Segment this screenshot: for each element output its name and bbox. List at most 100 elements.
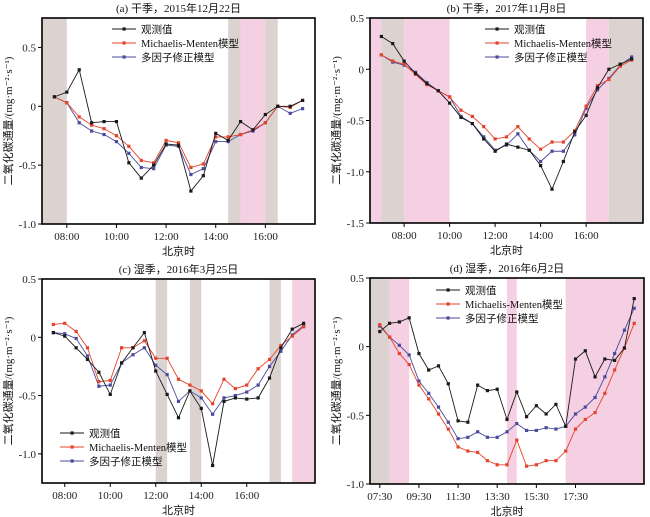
y-axis-label: 二氧化碳通量/(mg·m⁻²·s⁻¹) [1, 56, 15, 185]
data-point-mm_model [584, 104, 588, 108]
data-point-multi_model [154, 363, 158, 367]
data-point-multi_model [630, 55, 634, 59]
data-point-multi_model [573, 412, 578, 416]
data-point-mm_model [102, 127, 106, 131]
data-point-mm_model [476, 450, 480, 455]
data-point-observed [199, 406, 203, 410]
legend-marker-multi_model [70, 459, 74, 463]
shading-band-pink [404, 18, 450, 223]
data-point-mm_model [245, 383, 249, 387]
data-point-multi_model [593, 395, 597, 400]
data-point-observed [505, 417, 509, 422]
data-point-multi_model [77, 121, 81, 125]
data-point-multi_model [267, 364, 272, 369]
series-observed [52, 68, 305, 193]
y-tick-label: 0.5 [350, 273, 364, 285]
y-tick-label: 0.5 [350, 13, 364, 25]
data-point-mm_model [524, 464, 529, 468]
data-point-multi_model [233, 393, 237, 398]
panel-title: (b) 干季，2017年11月8日 [447, 1, 567, 15]
legend-marker-observed [495, 27, 499, 31]
data-point-observed [607, 67, 611, 71]
data-point-mm_model [51, 322, 55, 327]
data-point-mm_model [613, 368, 617, 372]
data-point-observed [74, 346, 78, 350]
data-point-observed [413, 71, 418, 75]
data-point-mm_model [139, 158, 143, 163]
data-point-multi_model [417, 379, 421, 383]
data-point-observed [102, 119, 106, 124]
data-point-observed [226, 138, 230, 143]
data-point-observed [427, 368, 431, 372]
data-point-mm_model [127, 144, 131, 148]
data-point-observed [51, 331, 55, 335]
data-point-mm_model [534, 463, 538, 467]
data-point-observed [211, 463, 215, 468]
shading-band-gray [155, 279, 168, 483]
x-tick-label: 11:30 [446, 491, 471, 503]
legend-label-observed: 观测值 [514, 23, 546, 36]
legend-marker-observed [122, 27, 126, 31]
data-point-mm_model [164, 138, 168, 143]
data-point-observed [495, 387, 499, 391]
panel-d: (d) 湿季，2016年6月2日 -1.0 -0.5 0 0.5 07:30 09:30 11… [329, 261, 645, 517]
data-point-observed [214, 131, 218, 135]
data-point-observed [613, 358, 617, 362]
data-point-observed [165, 392, 169, 397]
data-point-multi_model [583, 405, 587, 409]
data-point-mm_model [211, 402, 215, 406]
data-point-observed [300, 98, 305, 102]
data-point-observed [77, 68, 81, 72]
x-tick-label: 14:00 [189, 490, 215, 502]
data-point-mm_model [165, 356, 169, 360]
shading-band-gray [228, 18, 241, 224]
data-point-observed [622, 346, 627, 350]
data-point-multi_model [539, 159, 543, 164]
data-point-mm_model [188, 383, 192, 387]
data-point-multi_model [595, 88, 600, 92]
shading-band-gray [608, 18, 643, 223]
data-point-mm_model [544, 459, 548, 463]
legend-marker-mm_model [495, 41, 499, 45]
y-tick-label: 0 [359, 64, 365, 76]
data-point-mm_model [97, 379, 101, 384]
x-tick-label: 12:00 [154, 231, 180, 243]
data-point-observed [108, 392, 112, 397]
x-tick-label: 08:00 [54, 231, 80, 243]
shading-band-gray [269, 279, 281, 483]
data-point-observed [120, 361, 124, 365]
data-point-observed [131, 346, 135, 350]
data-point-observed [459, 115, 463, 120]
legend-label-mm_model: Michaelis-Menten模型 [465, 298, 563, 311]
data-point-observed [251, 128, 255, 132]
data-point-mm_model [267, 357, 272, 362]
x-tick-label: 16:00 [234, 490, 260, 502]
data-point-mm_model [550, 140, 554, 144]
panel-c: (c) 湿季，2016年3月25日 -1.0 -0.5 0 0.5 08:00 10:00 1… [1, 262, 316, 517]
data-point-mm_model [201, 162, 205, 166]
data-point-multi_model [436, 405, 441, 409]
data-point-mm_model [378, 323, 382, 327]
data-point-observed [189, 189, 193, 193]
data-point-mm_model [459, 108, 463, 112]
data-point-observed [618, 62, 622, 66]
data-point-multi_model [573, 133, 577, 137]
data-point-multi_model [622, 328, 627, 332]
y-tick-label: 0 [359, 342, 365, 354]
shading-band-pink [240, 18, 266, 224]
data-point-observed [387, 321, 392, 325]
data-point-multi_model [632, 306, 636, 310]
data-point-multi_model [176, 399, 181, 403]
x-tick-label: 08:00 [392, 230, 418, 242]
data-point-observed [152, 163, 156, 167]
data-point-multi_model [544, 426, 548, 430]
data-point-mm_model [593, 410, 597, 415]
data-point-multi_model [102, 132, 106, 137]
data-point-mm_model [632, 321, 636, 325]
series-mm_model [378, 321, 636, 468]
data-point-mm_model [515, 438, 519, 442]
data-point-observed [534, 404, 538, 408]
data-point-multi_model [603, 375, 607, 379]
x-tick-label: 12:00 [483, 230, 509, 242]
data-point-multi_model [427, 391, 431, 395]
